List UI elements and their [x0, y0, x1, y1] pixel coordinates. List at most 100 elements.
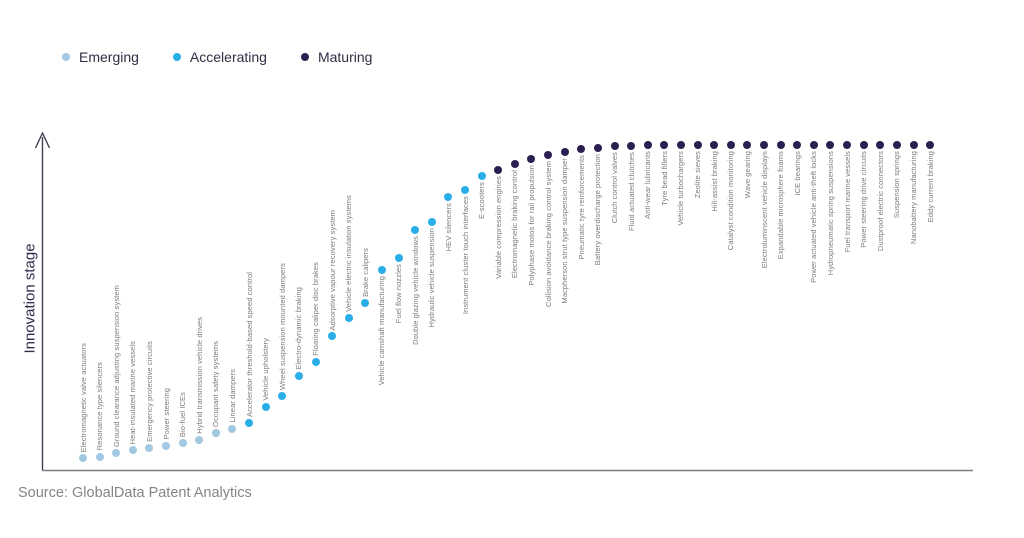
- data-point-dot: [660, 141, 669, 149]
- emerging-dot-icon: [62, 53, 70, 61]
- data-point-label: Catalyst condition monitoring: [726, 151, 736, 251]
- data-point-label: Resonance type silencers: [95, 362, 105, 451]
- legend-label-emerging: Emerging: [79, 49, 139, 65]
- data-point-label: Instrument cluster touch interfaces: [460, 196, 470, 315]
- data-point-dot: [261, 403, 270, 411]
- legend-item-maturing: Maturing: [300, 49, 373, 65]
- data-point-label: Anti-wear lubricants: [643, 151, 653, 219]
- data-point-label: Fuel flow nozzles: [394, 264, 404, 324]
- data-point-dot: [444, 193, 453, 201]
- data-point-dot: [560, 148, 569, 156]
- data-point-label: Suspension springs: [892, 151, 902, 219]
- y-axis-arrow-icon: [34, 131, 51, 149]
- legend-item-emerging: Emerging: [62, 49, 139, 65]
- data-point-label: Hybrid transmission vehicle drives: [194, 317, 204, 434]
- data-point-dot: [892, 141, 901, 149]
- data-point-label: Power actuated vehicle anti-theft locks: [809, 151, 819, 283]
- data-point-dot: [726, 141, 735, 149]
- data-point-label: Zeolite sieves: [693, 151, 703, 199]
- data-point-label: Hydropneumatic spring suspensions: [825, 151, 835, 276]
- data-point-dot: [112, 449, 121, 457]
- source-attribution: Source: GlobalData Patent Analytics: [18, 485, 252, 501]
- data-point-dot: [162, 441, 171, 450]
- data-point-dot: [743, 141, 752, 149]
- data-point-dot: [328, 332, 337, 340]
- data-point-dot: [344, 314, 353, 322]
- data-point-dot: [377, 266, 386, 274]
- data-point-label: Fluid actuated clutches: [626, 151, 636, 231]
- data-point-label: Eddy current braking: [925, 151, 935, 223]
- data-point-label: Macpherson strut type suspension damper: [560, 158, 570, 304]
- data-point-dot: [577, 145, 586, 153]
- data-point-dot: [145, 444, 154, 452]
- data-point-dot: [361, 299, 370, 307]
- data-point-dot: [793, 141, 802, 149]
- data-point-dot: [294, 372, 303, 380]
- data-point-dot: [643, 141, 652, 149]
- data-point-dot: [627, 141, 636, 150]
- data-point-label: Vehicle turbochargers: [676, 151, 686, 226]
- data-point-label: Battery overdischarge protection: [593, 153, 603, 265]
- data-point-label: Collision avoidance braking control syst…: [543, 161, 553, 307]
- legend-label-maturing: Maturing: [317, 49, 373, 65]
- data-point-dot: [178, 439, 187, 447]
- data-point-label: Pneumatic tyre reinforcements: [576, 155, 586, 260]
- data-point-dot: [461, 186, 470, 194]
- data-point-label: Linear dampers: [227, 369, 237, 423]
- data-point-label: Electromagnetic valve actuators: [78, 342, 88, 452]
- data-point-label: Vehicle camshaft manufacturing: [377, 276, 387, 386]
- data-point-dot: [859, 141, 868, 149]
- data-point-dot: [211, 429, 220, 437]
- data-point-label: E-scooters: [477, 182, 487, 219]
- data-point-label: Heat-insulated marine vessels: [128, 340, 138, 444]
- data-point-dot: [876, 141, 885, 149]
- data-point-dot: [593, 143, 602, 152]
- chart-legend: Emerging Accelerating Maturing: [62, 49, 372, 65]
- data-point-label: Wheel suspension mounted dampers: [277, 262, 287, 390]
- data-point-dot: [909, 141, 918, 149]
- data-point-label: Double glazing vehicle windows: [410, 236, 420, 345]
- legend-label-accelerating: Accelerating: [189, 49, 267, 65]
- data-point-dot: [610, 142, 619, 150]
- data-point-label: Power steering drive circuits: [859, 151, 869, 248]
- data-point-label: Hill-assist braking: [709, 151, 719, 212]
- data-point-dot: [494, 166, 503, 174]
- data-point-dot: [394, 254, 403, 262]
- data-point-dot: [79, 454, 87, 462]
- data-point-dot: [427, 218, 436, 226]
- data-point-dot: [311, 358, 320, 366]
- data-point-label: Ground clearance adjusting suspension sy…: [111, 285, 121, 447]
- data-point-dot: [411, 226, 420, 234]
- data-point-label: Polyphase motos for rail propulsion: [526, 165, 536, 286]
- data-point-label: Electro-dynamic braking: [294, 287, 304, 370]
- data-point-dot: [843, 141, 852, 149]
- y-axis-title: Innovation stage: [21, 243, 39, 354]
- data-point-label: Vehicle electric insulation systems: [344, 195, 354, 312]
- maturing-dot-icon: [300, 53, 309, 61]
- data-point-label: Adsorptive vapour recovery system: [327, 209, 337, 330]
- data-point-dot: [228, 425, 237, 433]
- data-point-label: Hydraulic vehicle suspension: [427, 228, 437, 328]
- data-point-label: Clutch control valves: [610, 152, 620, 224]
- legend-item-accelerating: Accelerating: [172, 49, 267, 65]
- data-point-label: Bio-fuel ICEs: [178, 391, 188, 437]
- data-point-dot: [95, 452, 104, 461]
- data-point-label: Vehicle upholstery: [261, 338, 271, 401]
- data-point-label: Occupant safety systems: [211, 340, 221, 427]
- data-point-dot: [710, 141, 719, 149]
- data-point-label: HEV silencers: [443, 203, 453, 252]
- data-point-label: Wave gearing: [742, 151, 752, 199]
- data-point-dot: [760, 141, 768, 149]
- data-point-dot: [527, 155, 536, 163]
- data-point-label: Brake calipers: [360, 248, 370, 297]
- data-point-label: Floating caliper disc brakes: [311, 262, 321, 356]
- data-point-label: Power steering: [161, 388, 171, 440]
- data-point-label: Nanobattery manufacturing: [909, 151, 918, 244]
- data-point-label: Expandable microsphere foams: [776, 151, 786, 260]
- data-point-dot: [245, 419, 254, 427]
- data-point-dot: [776, 141, 785, 149]
- data-point-dot: [826, 141, 835, 149]
- data-point-label: Variable compression engines: [493, 176, 503, 279]
